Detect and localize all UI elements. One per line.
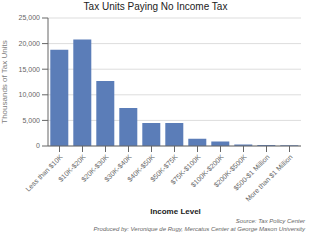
svg-text:$40K-$50K: $40K-$50K xyxy=(126,153,156,183)
svg-text:$50K-$75K: $50K-$75K xyxy=(149,153,179,183)
svg-text:More than $1 Million: More than $1 Million xyxy=(244,153,294,203)
html-text:Tax Units Paying No Income Tax: Tax Units Paying No Income Tax xyxy=(83,1,228,12)
svg-text:$500-$1 Million: $500-$1 Million xyxy=(232,153,271,192)
svg-text:$10K-$20K: $10K-$20K xyxy=(57,153,87,183)
html-text:Source: Tax Policy Center: Source: Tax Policy Center xyxy=(235,218,305,224)
svg-text:$100K-$200K: $100K-$200K xyxy=(189,153,225,189)
svg-text:20,000: 20,000 xyxy=(19,40,41,47)
svg-text:10,000: 10,000 xyxy=(19,91,41,98)
svg-text:15,000: 15,000 xyxy=(19,66,41,73)
svg-text:25,000: 25,000 xyxy=(19,14,41,21)
svg-text:Less than $10K: Less than $10K xyxy=(24,153,64,193)
html-text:Income Level: Income Level xyxy=(150,207,201,216)
svg-text:$75K-$100K: $75K-$100K xyxy=(169,153,202,186)
svg-text:$200K-$500K: $200K-$500K xyxy=(212,153,248,189)
html-text:Produced by: Veronique de Rugy: Produced by: Veronique de Rugy, Mercatus… xyxy=(93,226,305,232)
svg-text:5,000: 5,000 xyxy=(22,117,40,124)
svg-text:Thousands of Tax Units: Thousands of Tax Units xyxy=(8,40,9,123)
svg-text:0: 0 xyxy=(36,142,40,149)
svg-text:$30K-$40K: $30K-$40K xyxy=(103,153,133,183)
svg-text:$20K-$30K: $20K-$30K xyxy=(80,153,110,183)
